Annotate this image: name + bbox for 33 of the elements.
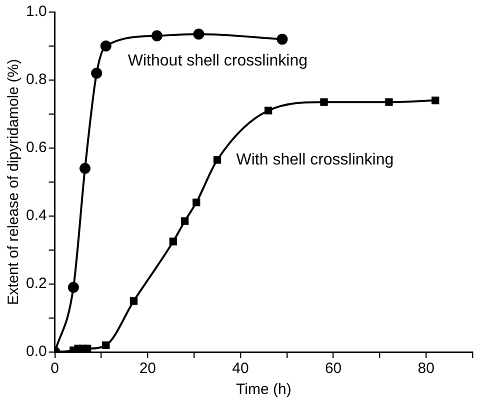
point [264,106,272,114]
point [100,40,112,52]
x-tick-label: 0 [50,360,60,378]
y-tick-label: 0.2 [26,275,47,292]
y-tick-label: 0.0 [26,343,47,360]
point [130,297,138,305]
y-axis-title: Extent of release of dipyridamole (%) [5,59,22,305]
series-label: With shell crosslinking [236,151,394,168]
point [385,98,393,106]
point [151,30,162,42]
point [84,344,92,352]
x-tick-label: 80 [418,360,434,378]
y-tick-label: 0.4 [26,207,47,224]
point [213,156,222,164]
y-tick-label: 1.0 [26,3,47,20]
y-tick-label: 0.6 [26,139,47,156]
series-label: Without shell crosslinking [128,52,308,70]
x-axis-title: Time (h) [236,381,292,398]
point [180,217,189,225]
point [102,341,110,350]
point [193,28,204,40]
y-tick-label: 0.8 [26,71,47,88]
point [432,96,440,104]
x-tick-label: 60 [324,360,342,378]
point [320,98,328,106]
point [192,198,200,206]
point [91,68,102,79]
point [80,162,91,174]
x-tick-label: 40 [232,360,249,378]
x-tick-label: 20 [139,360,156,378]
point [169,238,178,246]
point [276,34,288,45]
point [68,282,79,293]
